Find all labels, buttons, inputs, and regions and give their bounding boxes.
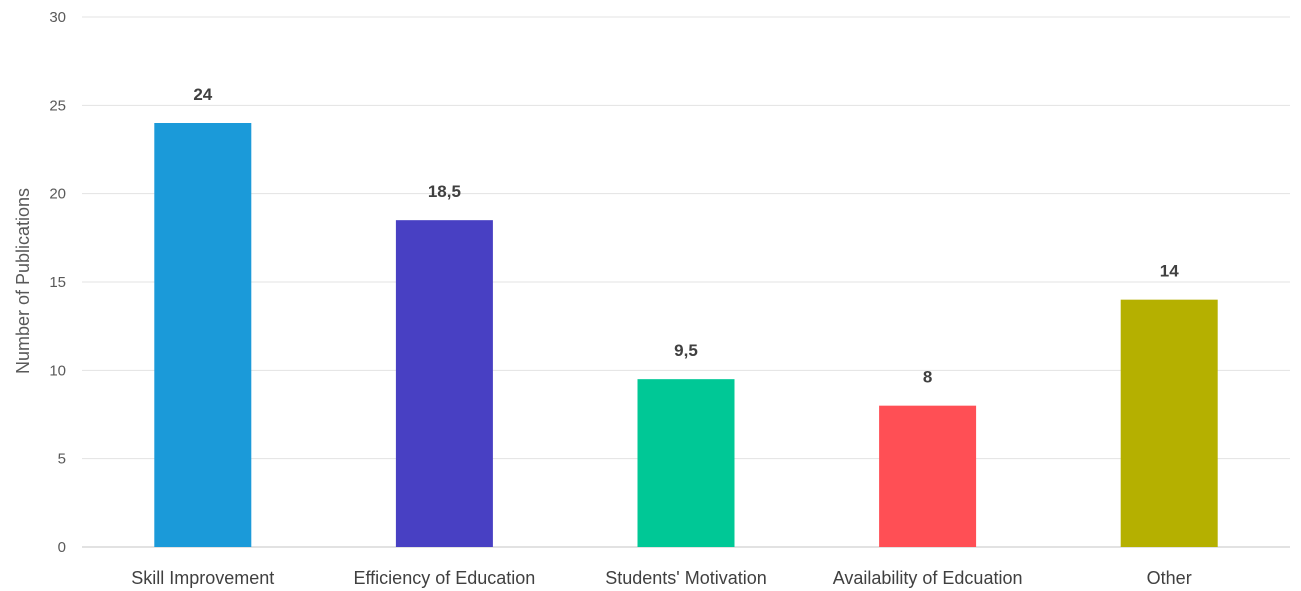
bar-value-label: 9,5 [674,341,698,360]
bar [395,220,493,547]
y-axis-ticks: 0 5 10 15 20 25 30 [49,9,66,556]
y-tick-label: 20 [49,186,66,203]
bar-value-label: 8 [923,368,932,387]
y-tick-label: 0 [58,539,66,556]
y-tick-label: 10 [49,362,66,379]
bar [637,379,735,547]
bar-value-label: 24 [193,85,212,104]
bar [879,405,977,547]
y-tick-label: 15 [49,274,66,291]
x-axis-ticks: Skill Improvement Efficiency of Education… [131,568,1191,588]
x-tick-label: Availability of Edcuation [833,568,1023,588]
data-labels: 24 18,5 9,5 8 14 [193,85,1179,387]
bar-value-label: 14 [1160,262,1179,281]
bar [1120,299,1218,547]
x-tick-label: Other [1147,568,1192,588]
x-tick-label: Skill Improvement [131,568,274,588]
x-tick-label: Students' Motivation [605,568,767,588]
y-tick-label: 25 [49,97,66,114]
y-axis-title: Number of Publications [13,188,33,374]
x-tick-label: Efficiency of Education [354,568,536,588]
bars [154,123,1218,547]
bar-value-label: 18,5 [428,182,461,201]
y-tick-label: 30 [49,9,66,26]
bar [154,123,252,547]
gridlines [82,16,1290,548]
y-tick-label: 5 [58,451,66,468]
